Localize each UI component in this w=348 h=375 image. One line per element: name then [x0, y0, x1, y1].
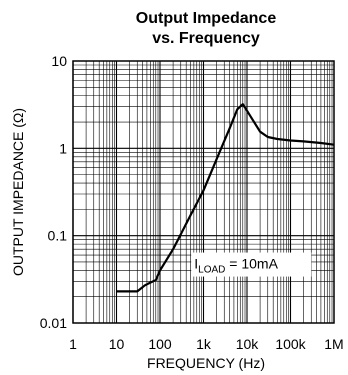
x-tick-label: 1 [69, 336, 77, 352]
load-current-annotation: ILOAD = 10mA [194, 256, 278, 276]
annotation-subscript: LOAD [198, 265, 225, 276]
y-tick-label: 1 [59, 140, 67, 156]
x-tick-label: 1k [196, 336, 212, 352]
x-tick-label: 1M [324, 336, 343, 352]
y-tick-label: 0.01 [40, 315, 67, 331]
chart-title-line2: vs. Frequency [152, 30, 260, 47]
y-tick-label: 0.1 [48, 228, 68, 244]
plot-grid [72, 61, 334, 324]
x-axis-label: FREQUENCY (Hz) [147, 355, 265, 371]
x-tick-label: 10k [236, 336, 260, 352]
x-tick-label: 10 [109, 336, 125, 352]
y-axis-label: OUTPUT IMPEDANCE (Ω) [10, 108, 26, 276]
chart-title-line1: Output Impedance [136, 10, 277, 27]
impedance-curve [116, 103, 335, 293]
annotation-value: = 10mA [225, 256, 278, 272]
y-tick-labels: 0.01 0.1 1 10 [40, 53, 67, 331]
plot-frame [72, 60, 335, 324]
x-tick-label: 100 [148, 336, 172, 352]
annotation-symbol: I [194, 256, 198, 272]
x-tick-labels: 1 10 100 1k 10k 100k 1M [69, 336, 344, 352]
annotation-background [191, 252, 312, 277]
y-tick-label: 10 [51, 53, 67, 69]
x-tick-label: 100k [275, 336, 306, 352]
